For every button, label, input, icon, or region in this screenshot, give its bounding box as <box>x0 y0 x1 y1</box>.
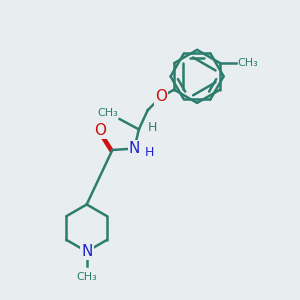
Text: O: O <box>94 123 106 138</box>
Text: CH₃: CH₃ <box>76 272 97 282</box>
Text: H: H <box>145 146 154 159</box>
Text: N: N <box>129 141 140 156</box>
Text: CH₃: CH₃ <box>238 58 259 68</box>
Text: O: O <box>155 89 167 104</box>
Text: CH₃: CH₃ <box>98 108 118 118</box>
Text: N: N <box>81 244 92 259</box>
Text: H: H <box>148 122 157 134</box>
